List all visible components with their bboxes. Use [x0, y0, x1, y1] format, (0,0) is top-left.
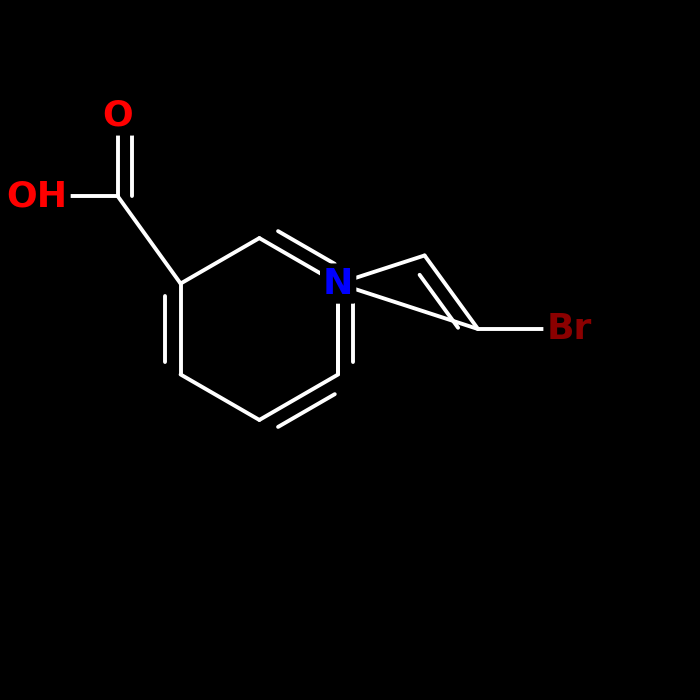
- Text: Br: Br: [546, 312, 592, 346]
- Text: O: O: [102, 99, 133, 133]
- Text: OH: OH: [7, 179, 68, 213]
- Text: N: N: [323, 267, 354, 300]
- Text: N: N: [323, 267, 354, 300]
